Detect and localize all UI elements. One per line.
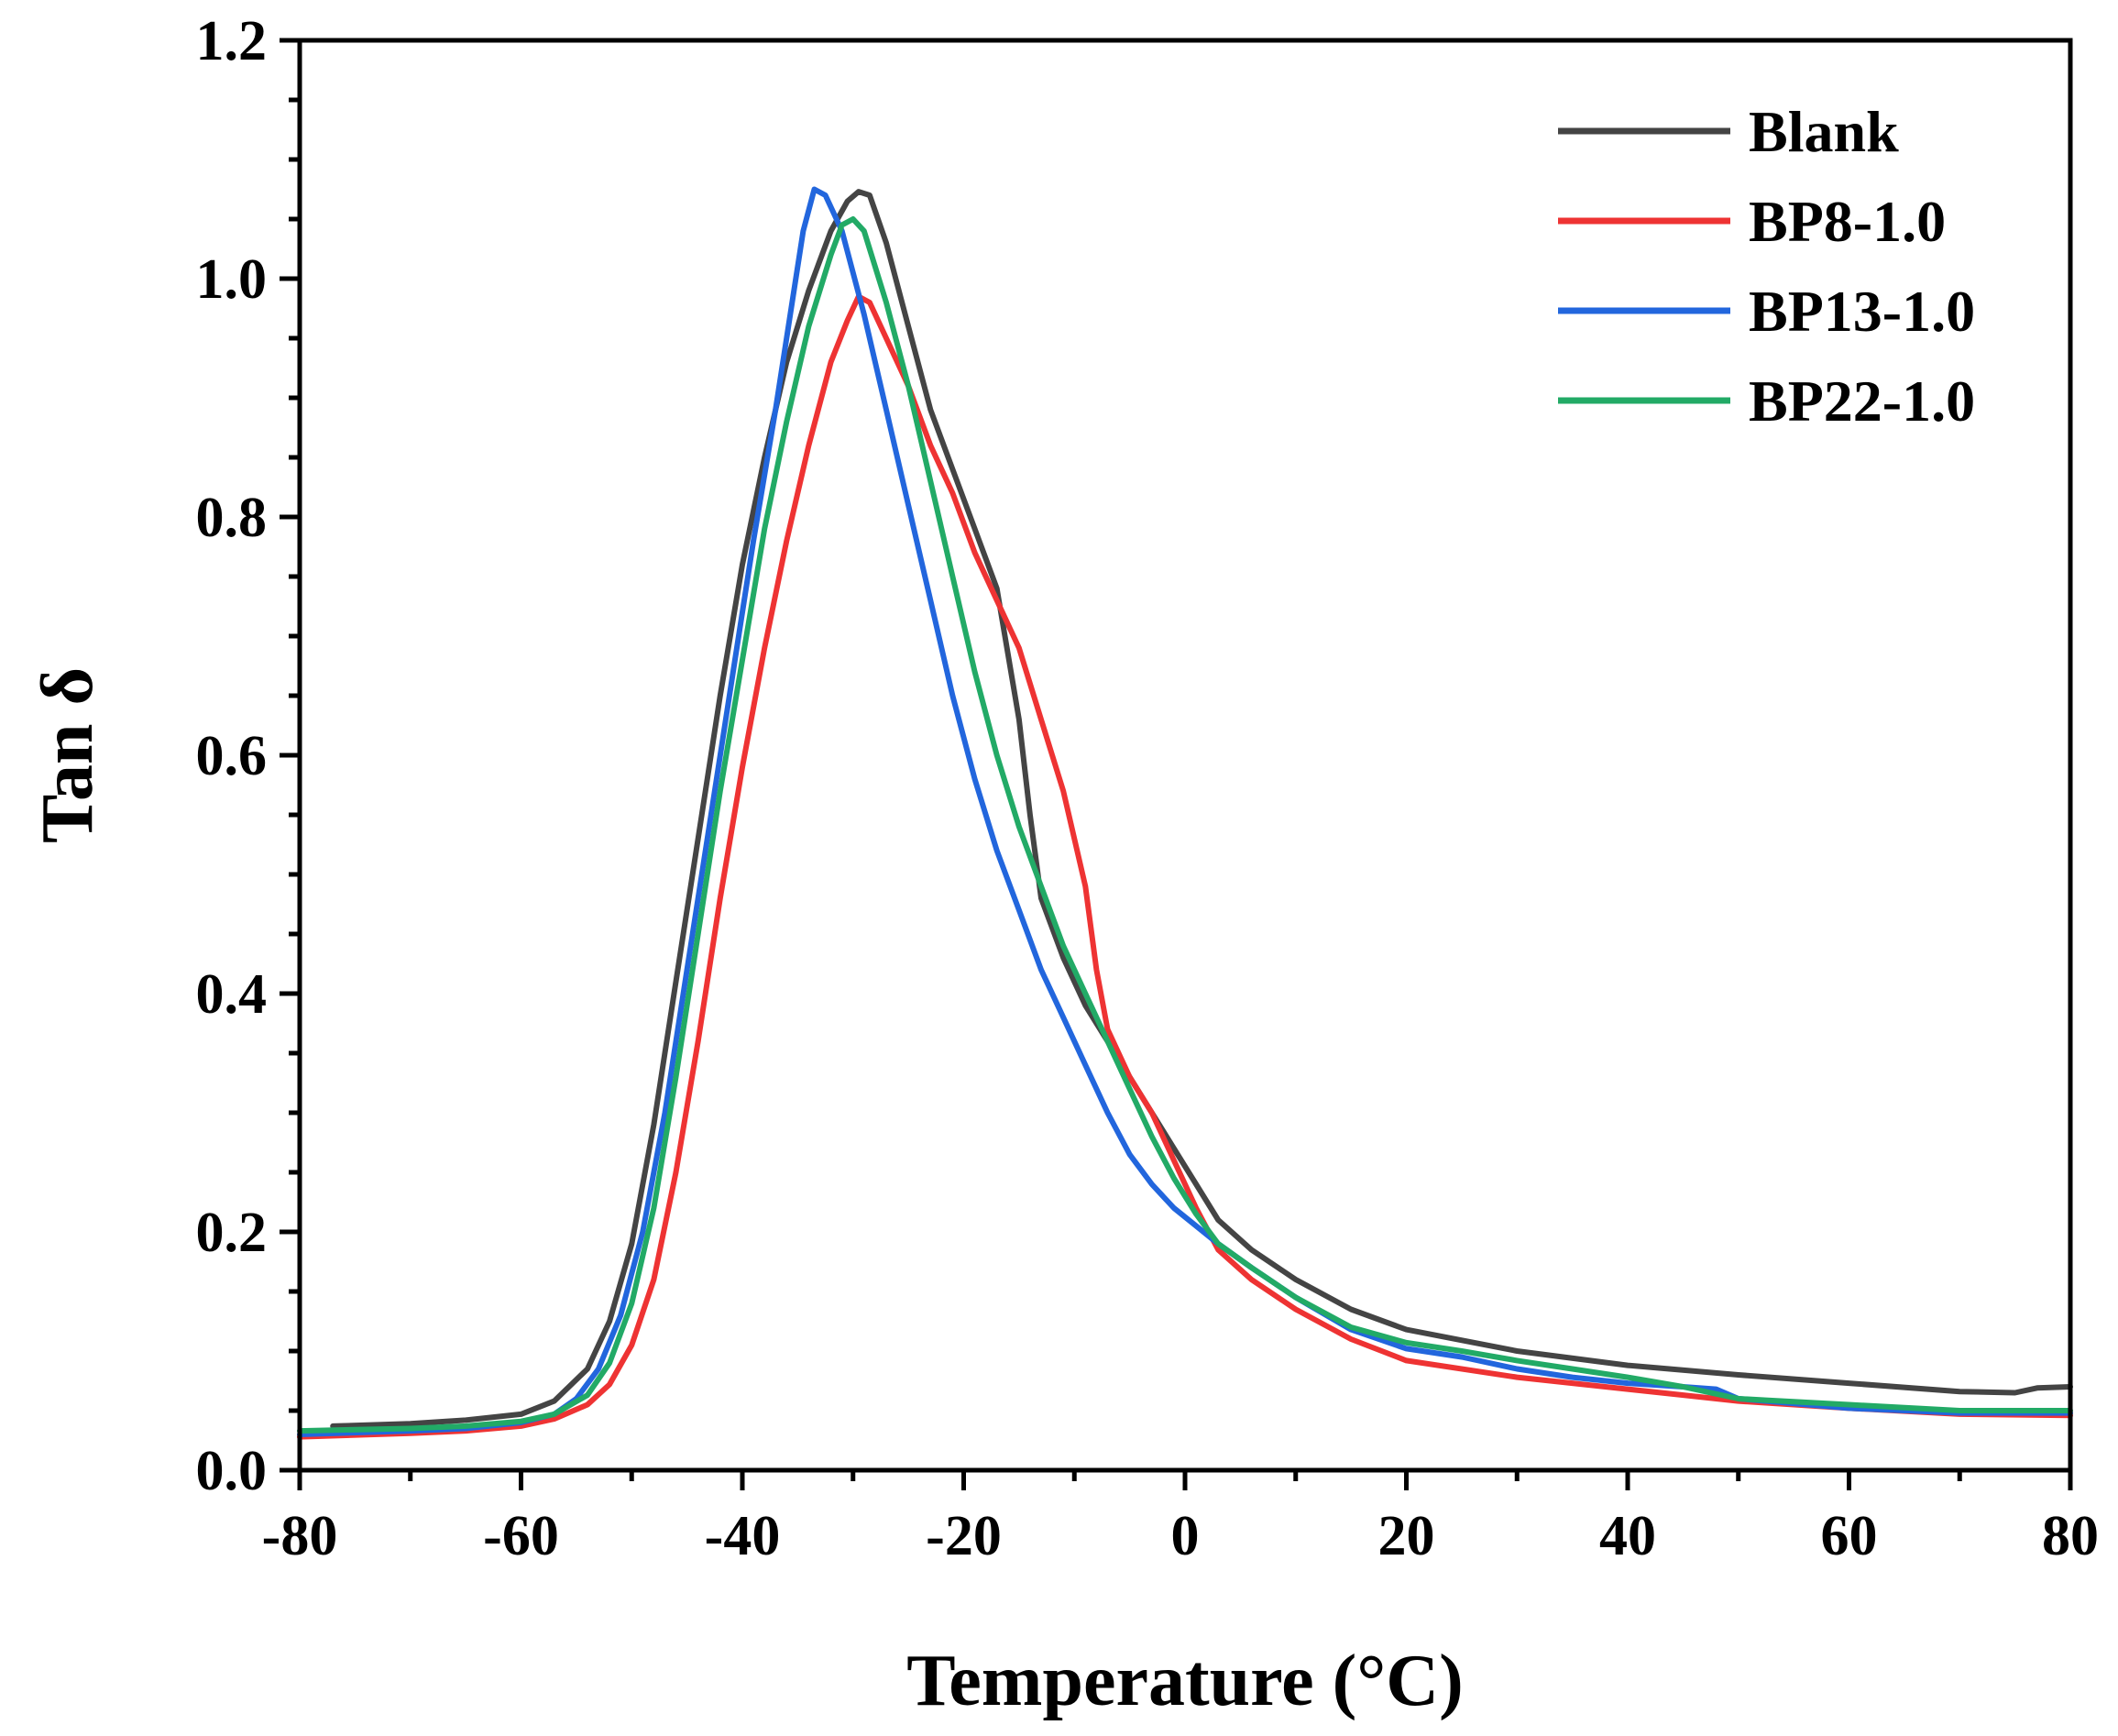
series-line-bp13-1-0	[297, 186, 2073, 1437]
series-line-blank	[330, 189, 2073, 1429]
y-tick-label: 0.8	[196, 487, 268, 549]
x-tick-label: -60	[483, 1505, 559, 1567]
x-tick-label: -40	[705, 1505, 781, 1567]
x-tick-label: -80	[262, 1505, 338, 1567]
series-layer	[297, 186, 2073, 1440]
x-tick-label: 20	[1378, 1505, 1435, 1567]
ticks-layer	[280, 38, 2073, 1490]
x-tick-label: -20	[926, 1505, 1002, 1567]
y-tick-label: 1.0	[196, 248, 268, 311]
y-tick-label: 1.2	[196, 10, 268, 72]
y-tick-label: 0.6	[196, 725, 268, 787]
legend-label: BP8-1.0	[1749, 189, 1946, 254]
x-axis-title: Temperature (°C)	[906, 1641, 1463, 1721]
series-line-bp8-1-0	[297, 293, 2073, 1440]
y-tick-label: 0.0	[196, 1440, 268, 1502]
x-tick-label: 80	[2042, 1505, 2099, 1567]
legend-label: Blank	[1749, 99, 1899, 164]
x-tick-label: 40	[1599, 1505, 1656, 1567]
x-tick-label: 0	[1171, 1505, 1200, 1567]
series-line-bp22-1-0	[297, 216, 2073, 1434]
y-tick-label: 0.4	[196, 963, 268, 1026]
y-tick-label: 0.2	[196, 1202, 268, 1264]
x-tick-label: 60	[1821, 1505, 1878, 1567]
legend: Blank BP8-1.0 BP13-1.0 BP22-1.0	[1558, 99, 1975, 434]
legend-label: BP13-1.0	[1749, 279, 1975, 344]
legend-label: BP22-1.0	[1749, 368, 1975, 434]
tick-labels: -80 -60 -40 -20 0 20 40 60 80 0.0 0.2 0.4 0.6 0.8 1.0 1…	[196, 10, 2100, 1567]
y-axis-title: Tan δ	[27, 667, 108, 843]
